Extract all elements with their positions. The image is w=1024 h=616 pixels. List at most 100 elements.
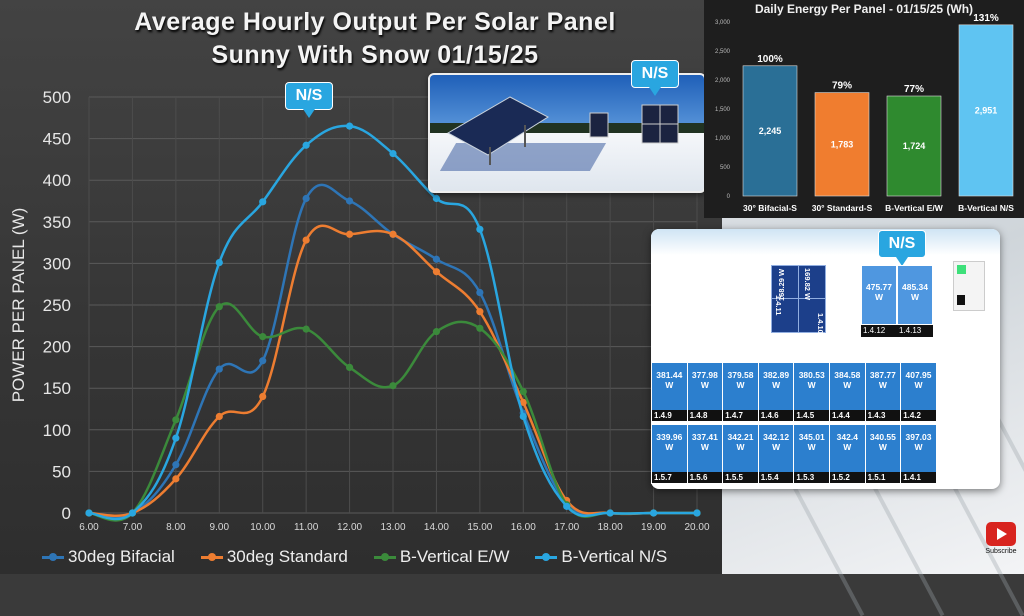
panel-id: 1.5.7 xyxy=(652,472,687,483)
bar-category-label: B-Vertical E/W xyxy=(885,203,944,213)
data-point xyxy=(345,122,354,130)
y-tick-label: 50 xyxy=(52,462,71,481)
data-point xyxy=(172,475,180,483)
data-point xyxy=(649,509,658,517)
data-point xyxy=(389,230,397,238)
subscribe-button[interactable]: Subscribe xyxy=(983,522,1019,560)
x-tick-label: 15.00 xyxy=(467,522,492,533)
panel-id: 1.5.1 xyxy=(865,472,901,483)
panel-watts: 475.77 xyxy=(866,282,892,292)
youtube-play-icon xyxy=(986,522,1016,546)
energy-bar xyxy=(958,24,1014,197)
data-point xyxy=(215,412,223,421)
bar-y-tick-label: 2,500 xyxy=(715,49,731,55)
bar-value-label: 2,951 xyxy=(975,105,998,115)
x-tick-label: 10.00 xyxy=(250,522,275,533)
data-point xyxy=(172,416,180,424)
bar-percent-label: 79% xyxy=(832,81,852,92)
panel-watts: 169.82 W xyxy=(803,268,812,301)
data-point xyxy=(432,268,441,276)
legend-label: 30deg Bifacial xyxy=(68,547,175,566)
panel-watts: 342.4 W xyxy=(836,432,858,452)
panel-watts: 381.44 W xyxy=(656,370,683,390)
inverter-panel-1-4-12: 475.77 W xyxy=(861,265,897,325)
data-point xyxy=(215,258,223,267)
main-title: Average Hourly Output Per Solar Panel Su… xyxy=(30,6,720,72)
legend-swatch xyxy=(535,552,558,561)
y-tick-label: 250 xyxy=(43,296,71,315)
inverter-panel-cell: 342.21 W 1.5.5 xyxy=(722,424,759,484)
legend-label: 30deg Standard xyxy=(226,547,348,566)
x-tick-label: 18.00 xyxy=(598,522,623,533)
data-point xyxy=(345,363,354,371)
bar-value-label: 1,783 xyxy=(831,139,854,149)
data-point xyxy=(476,308,484,316)
solar-array-photo xyxy=(428,73,706,193)
legend-label: B-Vertical E/W xyxy=(399,547,510,566)
minimap xyxy=(953,261,985,311)
x-tick-label: 19.00 xyxy=(641,522,666,533)
y-tick-label: 200 xyxy=(43,338,71,357)
inverter-panel-cell: 340.55 W 1.5.1 xyxy=(864,424,902,484)
panel-watts: 377.98 W xyxy=(691,370,718,390)
panel-watts: 339.96 W xyxy=(656,432,683,452)
y-tick-label: 400 xyxy=(43,171,71,190)
y-tick-label: 500 xyxy=(43,88,71,107)
inverter-panel-cell: 381.44 W 1.4.9 xyxy=(651,362,688,422)
panel-id: 1.4.3 xyxy=(865,410,901,421)
panel-id: 1.4.11 xyxy=(774,295,783,316)
bar-y-tick-label: 500 xyxy=(720,165,731,171)
inverter-header-strip xyxy=(651,229,1000,255)
data-point xyxy=(302,236,310,244)
data-point xyxy=(476,288,484,297)
daily-energy-bar-chart: 0 500 1,000 1,500 2,000 2,500 3,000 100% 2,245 30… xyxy=(715,13,1014,213)
chart-legend: 30deg Bifacial 30deg Standard B-Vertical E… xyxy=(42,545,667,569)
y-tick-label: 300 xyxy=(43,254,71,273)
inverter-panel-cell: 337.41 W 1.5.6 xyxy=(686,424,724,484)
x-tick-label: 17.00 xyxy=(554,522,579,533)
bar-percent-label: 77% xyxy=(904,84,924,95)
data-point xyxy=(432,255,441,263)
panel-id: 1.5.5 xyxy=(723,472,758,483)
bar-y-tick-label: 1,000 xyxy=(715,136,731,142)
legend-item: B-Vertical E/W xyxy=(373,547,510,567)
bar-y-tick-label: 0 xyxy=(727,194,731,200)
x-tick-label: 7.00 xyxy=(123,522,143,533)
bar-category-label: 30° Standard-S xyxy=(812,203,873,213)
bar-category-label: 30° Bifacial-S xyxy=(743,203,797,213)
bar-value-label: 1,724 xyxy=(903,141,926,151)
panel-watts: 387.77 W xyxy=(869,370,896,390)
panel-watts: 485.34 xyxy=(902,282,928,292)
inverter-panel-cell: 382.89 W 1.4.6 xyxy=(757,362,795,422)
panel-watts: 382.89 W xyxy=(763,370,790,390)
inverter-panel-cell: 397.03 W 1.4.1 xyxy=(900,424,937,484)
panel-id: 1.4.5 xyxy=(794,410,829,421)
legend-item: 30deg Bifacial xyxy=(42,547,175,567)
y-tick-label: 150 xyxy=(43,379,71,398)
x-tick-label: 9.00 xyxy=(210,522,230,533)
data-point xyxy=(519,387,527,396)
ns-callout-chart: N/S xyxy=(285,82,333,118)
panel-watts: 345.01 W xyxy=(798,432,825,452)
x-tick-label: 13.00 xyxy=(380,522,405,533)
ns-callout-inverter: N/S xyxy=(878,230,926,266)
legend-swatch xyxy=(42,552,64,561)
legend-item: B-Vertical N/S xyxy=(535,547,667,567)
bar-y-tick-label: 1,500 xyxy=(715,107,731,113)
x-tick-label: 20.00 xyxy=(684,522,709,533)
y-tick-label: 350 xyxy=(43,213,71,232)
data-point xyxy=(519,412,527,421)
bar-chart-title: Daily Energy Per Panel - 01/15/25 (Wh) xyxy=(754,2,974,16)
panel-id: 1.4.13 xyxy=(897,325,933,337)
panel-id: 1.4.6 xyxy=(758,410,794,421)
x-tick-label: 8.00 xyxy=(166,522,186,533)
bar-y-tick-label: 2,000 xyxy=(715,78,731,84)
panel-id: 1.4.7 xyxy=(723,410,758,421)
data-point xyxy=(172,461,180,469)
panel-id: 1.4.4 xyxy=(830,410,865,421)
panel-id: 1.5.3 xyxy=(794,472,829,483)
panel-watts: 380.53 W xyxy=(798,370,825,390)
data-point xyxy=(563,502,571,510)
panel-id: 1.4.9 xyxy=(652,410,687,421)
data-point xyxy=(259,333,267,341)
